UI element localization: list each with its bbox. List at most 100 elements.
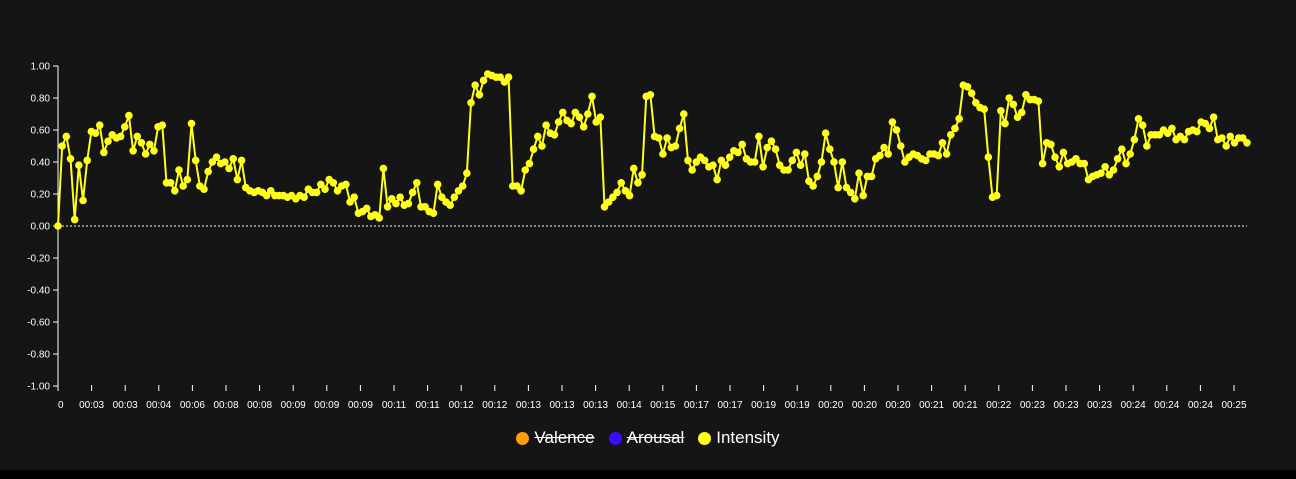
intensity-data-point[interactable] xyxy=(675,124,684,133)
intensity-data-point[interactable] xyxy=(187,119,196,128)
intensity-data-point[interactable] xyxy=(396,193,404,201)
intensity-data-point[interactable] xyxy=(725,153,734,161)
intensity-data-point[interactable] xyxy=(792,148,801,157)
intensity-data-point[interactable] xyxy=(763,143,772,152)
intensity-data-point[interactable] xyxy=(204,167,212,176)
intensity-data-point[interactable] xyxy=(700,156,709,165)
intensity-data-point[interactable] xyxy=(755,132,763,141)
intensity-data-point[interactable] xyxy=(379,164,388,173)
intensity-data-point[interactable] xyxy=(392,199,400,208)
intensity-data-point[interactable] xyxy=(1122,159,1130,168)
intensity-data-point[interactable] xyxy=(967,89,976,97)
intensity-data-point[interactable] xyxy=(179,182,187,190)
intensity-data-point[interactable] xyxy=(955,115,963,123)
intensity-data-point[interactable] xyxy=(433,180,442,189)
intensity-data-point[interactable] xyxy=(629,164,638,173)
intensity-data-point[interactable] xyxy=(550,131,559,139)
intensity-data-point[interactable] xyxy=(1001,119,1009,128)
intensity-data-point[interactable] xyxy=(175,166,183,174)
intensity-data-point[interactable] xyxy=(521,166,530,174)
intensity-data-point[interactable] xyxy=(1113,155,1122,163)
intensity-data-point[interactable] xyxy=(529,145,538,153)
intensity-data-point[interactable] xyxy=(980,105,988,113)
intensity-data-point[interactable] xyxy=(141,150,150,158)
intensity-data-point[interactable] xyxy=(851,195,859,203)
intensity-data-point[interactable] xyxy=(997,107,1005,115)
intensity-data-point[interactable] xyxy=(467,99,475,107)
intensity-data-point[interactable] xyxy=(834,183,842,192)
intensity-data-point[interactable] xyxy=(821,129,830,137)
intensity-data-point[interactable] xyxy=(934,151,943,160)
intensity-data-point[interactable] xyxy=(963,83,972,91)
intensity-data-point[interactable] xyxy=(1034,97,1043,105)
intensity-data-point[interactable] xyxy=(412,179,421,187)
intensity-data-point[interactable] xyxy=(1047,140,1055,149)
intensity-data-point[interactable] xyxy=(892,126,901,134)
intensity-data-point[interactable] xyxy=(408,188,417,197)
intensity-data-point[interactable] xyxy=(625,191,634,200)
intensity-data-point[interactable] xyxy=(458,182,467,190)
intensity-data-point[interactable] xyxy=(1080,159,1089,168)
intensity-data-point[interactable] xyxy=(659,150,667,158)
intensity-data-point[interactable] xyxy=(429,209,438,217)
intensity-data-point[interactable] xyxy=(1226,132,1235,141)
intensity-data-point[interactable] xyxy=(1017,108,1026,117)
intensity-data-point[interactable] xyxy=(567,119,575,128)
intensity-data-point[interactable] xyxy=(575,113,584,121)
intensity-data-point[interactable] xyxy=(846,188,855,197)
intensity-data-point[interactable] xyxy=(100,148,108,157)
intensity-data-point[interactable] xyxy=(463,169,471,177)
intensity-data-point[interactable] xyxy=(1101,163,1109,171)
intensity-data-point[interactable] xyxy=(859,191,867,200)
intensity-data-point[interactable] xyxy=(533,132,542,141)
intensity-data-point[interactable] xyxy=(1097,169,1105,177)
intensity-data-point[interactable] xyxy=(992,191,1001,200)
intensity-data-point[interactable] xyxy=(129,147,137,155)
intensity-data-point[interactable] xyxy=(688,166,696,174)
intensity-data-point[interactable] xyxy=(942,150,951,158)
intensity-data-point[interactable] xyxy=(1038,159,1047,168)
intensity-data-point[interactable] xyxy=(634,179,642,187)
intensity-data-point[interactable] xyxy=(1243,139,1251,147)
intensity-data-point[interactable] xyxy=(375,214,384,222)
intensity-data-point[interactable] xyxy=(79,196,87,205)
intensity-data-point[interactable] xyxy=(446,201,454,209)
intensity-data-point[interactable] xyxy=(383,203,392,211)
intensity-data-point[interactable] xyxy=(183,175,192,184)
intensity-data-point[interactable] xyxy=(826,145,834,153)
intensity-data-point[interactable] xyxy=(504,73,513,81)
intensity-data-point[interactable] xyxy=(713,175,721,184)
intensity-data-point[interactable] xyxy=(588,92,596,101)
intensity-data-point[interactable] xyxy=(709,161,717,169)
intensity-data-point[interactable] xyxy=(191,156,200,165)
intensity-data-point[interactable] xyxy=(817,158,826,166)
intensity-data-point[interactable] xyxy=(404,199,413,208)
intensity-data-point[interactable] xyxy=(771,145,780,153)
intensity-data-point[interactable] xyxy=(145,140,154,149)
intensity-data-point[interactable] xyxy=(800,150,809,158)
intensity-data-point[interactable] xyxy=(1118,145,1126,153)
intensity-data-point[interactable] xyxy=(721,161,730,169)
intensity-data-point[interactable] xyxy=(1193,127,1201,136)
intensity-data-point[interactable] xyxy=(475,91,484,99)
intensity-data-point[interactable] xyxy=(150,147,158,155)
intensity-data-point[interactable] xyxy=(66,155,75,163)
intensity-data-point[interactable] xyxy=(70,215,79,224)
intensity-data-point[interactable] xyxy=(876,151,884,160)
intensity-data-point[interactable] xyxy=(158,121,167,129)
intensity-data-point[interactable] xyxy=(880,143,888,152)
intensity-data-point[interactable] xyxy=(229,155,238,163)
intensity-data-point[interactable] xyxy=(1009,100,1018,109)
intensity-data-point[interactable] xyxy=(116,132,125,141)
intensity-data-point[interactable] xyxy=(584,110,592,118)
intensity-data-point[interactable] xyxy=(796,161,805,169)
intensity-data-point[interactable] xyxy=(212,153,221,161)
intensity-data-point[interactable] xyxy=(1059,148,1068,157)
intensity-data-point[interactable] xyxy=(350,193,359,201)
intensity-data-point[interactable] xyxy=(133,132,142,141)
intensity-data-point[interactable] xyxy=(1005,94,1013,102)
intensity-data-point[interactable] xyxy=(809,182,817,190)
intensity-data-point[interactable] xyxy=(329,179,338,187)
intensity-data-point[interactable] xyxy=(300,193,308,201)
intensity-data-point[interactable] xyxy=(233,175,242,184)
